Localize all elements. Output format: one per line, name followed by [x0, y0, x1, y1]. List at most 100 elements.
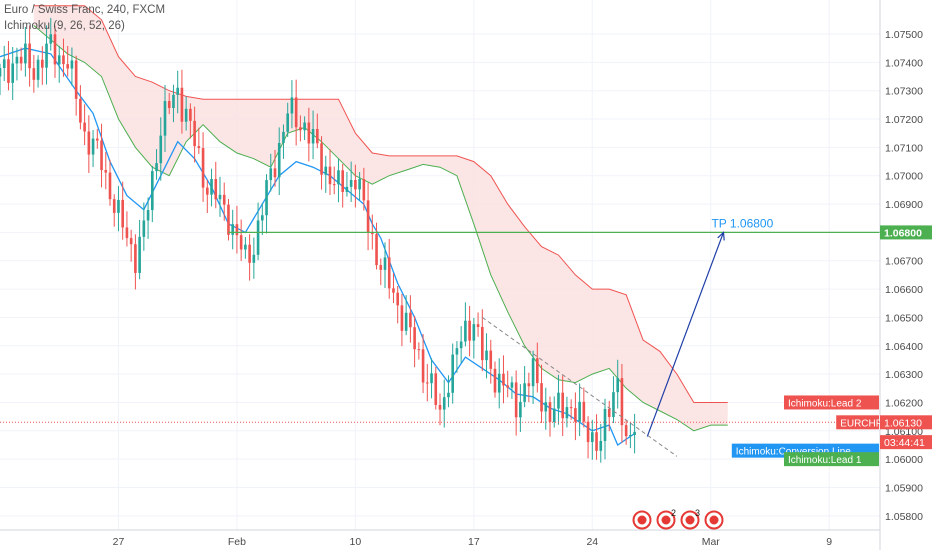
- candle-body[interactable]: [159, 135, 163, 164]
- candle-body[interactable]: [79, 98, 82, 123]
- candle-body[interactable]: [590, 432, 594, 443]
- candle-body[interactable]: [125, 227, 129, 239]
- candle-body[interactable]: [40, 59, 44, 68]
- candle-body[interactable]: [53, 34, 57, 65]
- candle-body[interactable]: [476, 324, 480, 327]
- candle-body[interactable]: [332, 184, 336, 186]
- candle-body[interactable]: [510, 382, 514, 388]
- candle-body[interactable]: [155, 163, 158, 172]
- candle-body[interactable]: [540, 383, 543, 412]
- candle-body[interactable]: [497, 373, 501, 393]
- candle-body[interactable]: [176, 87, 180, 95]
- candle-body[interactable]: [362, 179, 366, 201]
- candle-body[interactable]: [87, 131, 91, 155]
- candle-body[interactable]: [95, 138, 99, 141]
- candle-body[interactable]: [112, 199, 116, 213]
- candle-body[interactable]: [409, 312, 412, 328]
- candle-body[interactable]: [269, 168, 273, 181]
- candle-body[interactable]: [2, 59, 6, 69]
- candle-body[interactable]: [184, 108, 188, 122]
- candle-body[interactable]: [180, 87, 184, 122]
- candle-body[interactable]: [578, 401, 581, 422]
- candle-body[interactable]: [459, 341, 463, 349]
- candle-body[interactable]: [565, 407, 569, 419]
- candle-body[interactable]: [366, 200, 370, 233]
- candle-body[interactable]: [121, 199, 125, 228]
- candle-body[interactable]: [485, 350, 488, 361]
- candle-body[interactable]: [142, 220, 146, 237]
- candle-body[interactable]: [0, 68, 2, 77]
- target-arrow-head[interactable]: [717, 231, 725, 241]
- candle-body[interactable]: [311, 128, 315, 144]
- candle-body[interactable]: [28, 43, 31, 69]
- candle-body[interactable]: [24, 43, 27, 64]
- candle-body[interactable]: [561, 392, 565, 419]
- candle-body[interactable]: [299, 127, 302, 131]
- candle-body[interactable]: [74, 60, 78, 99]
- candle-body[interactable]: [227, 204, 230, 235]
- candle-body[interactable]: [294, 97, 298, 128]
- candle-body[interactable]: [36, 59, 40, 80]
- candle-body[interactable]: [557, 392, 560, 409]
- candle-body[interactable]: [493, 368, 497, 393]
- candle-body[interactable]: [290, 97, 294, 114]
- candle-body[interactable]: [214, 178, 218, 200]
- candle-body[interactable]: [70, 60, 74, 69]
- dividend-icon[interactable]: [632, 510, 652, 530]
- candle-body[interactable]: [205, 187, 209, 195]
- candle-body[interactable]: [57, 55, 61, 65]
- candle-body[interactable]: [315, 128, 319, 144]
- candle-body[interactable]: [358, 179, 361, 190]
- candle-body[interactable]: [370, 232, 374, 235]
- candle-body[interactable]: [19, 56, 23, 64]
- candle-body[interactable]: [383, 257, 387, 270]
- candle-body[interactable]: [239, 235, 243, 250]
- candle-body[interactable]: [307, 122, 311, 144]
- candle-body[interactable]: [531, 358, 535, 387]
- candle-body[interactable]: [506, 385, 510, 388]
- candle-body[interactable]: [345, 186, 349, 192]
- candle-body[interactable]: [468, 320, 471, 341]
- candle-body[interactable]: [430, 373, 433, 384]
- candle-body[interactable]: [523, 383, 526, 402]
- candle-body[interactable]: [603, 408, 607, 441]
- candle-body[interactable]: [62, 55, 65, 65]
- tp-label[interactable]: TP 1.06800: [711, 216, 773, 230]
- candle-body[interactable]: [624, 425, 628, 437]
- candle-body[interactable]: [607, 408, 611, 418]
- candle-body[interactable]: [256, 220, 260, 255]
- candle-body[interactable]: [455, 348, 459, 355]
- candle-body[interactable]: [527, 383, 531, 387]
- candle-body[interactable]: [480, 326, 484, 361]
- candle-body[interactable]: [324, 166, 328, 175]
- candle-body[interactable]: [379, 265, 383, 270]
- candle-body[interactable]: [222, 194, 226, 205]
- candle-body[interactable]: [472, 324, 476, 341]
- candle-body[interactable]: [544, 402, 548, 412]
- candle-body[interactable]: [7, 59, 10, 83]
- candle-body[interactable]: [519, 401, 522, 418]
- candle-body[interactable]: [425, 382, 429, 384]
- candle-body[interactable]: [265, 180, 268, 216]
- candle-body[interactable]: [417, 349, 421, 351]
- candle-body[interactable]: [633, 431, 636, 435]
- candle-body[interactable]: [66, 64, 70, 69]
- candle-body[interactable]: [218, 194, 222, 200]
- candle-body[interactable]: [574, 408, 577, 422]
- candle-body[interactable]: [392, 288, 395, 293]
- candle-body[interactable]: [260, 215, 264, 221]
- candle-body[interactable]: [489, 350, 493, 369]
- candle-body[interactable]: [248, 244, 251, 263]
- candle-body[interactable]: [464, 320, 467, 342]
- candle-body[interactable]: [146, 210, 150, 221]
- candle-body[interactable]: [286, 113, 290, 132]
- candle-body[interactable]: [303, 122, 306, 131]
- dividend-icon[interactable]: [704, 510, 724, 530]
- candle-body[interactable]: [252, 254, 256, 263]
- candle-body[interactable]: [210, 178, 213, 195]
- candle-body[interactable]: [404, 312, 408, 331]
- candle-body[interactable]: [231, 224, 235, 235]
- symbol-title[interactable]: Euro / Swiss Franc, 240, FXCM: [4, 4, 166, 16]
